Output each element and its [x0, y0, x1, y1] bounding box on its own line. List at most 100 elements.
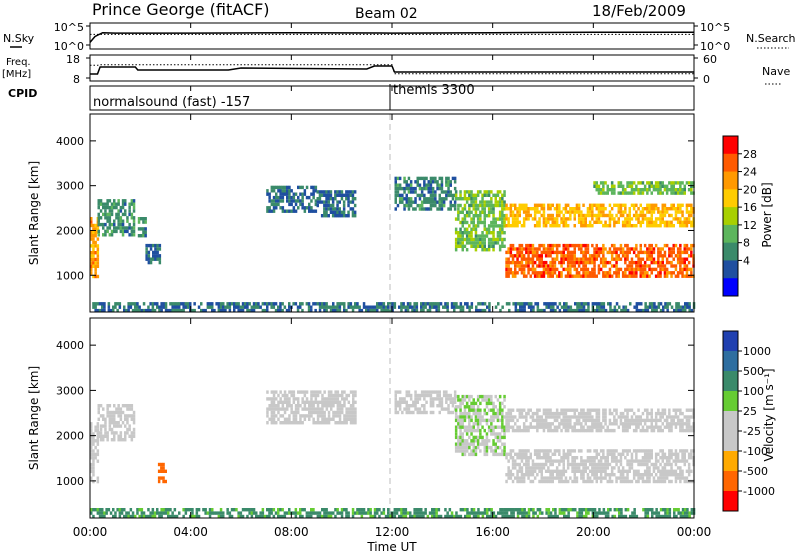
range-cell [457, 238, 460, 241]
range-cell [339, 306, 342, 309]
range-cell [530, 480, 533, 483]
range-cell [668, 453, 671, 456]
range-cell [512, 221, 515, 224]
range-cell [282, 401, 285, 404]
range-cell [457, 443, 460, 446]
heatmap-region [90, 508, 695, 518]
range-cell [620, 207, 623, 210]
range-cell [323, 421, 326, 424]
range-cell [574, 409, 577, 412]
range-cell [106, 414, 109, 417]
range-cell [679, 268, 682, 271]
range-cell [666, 463, 669, 466]
range-cell [312, 394, 315, 397]
range-cell [453, 302, 456, 305]
range-cell [488, 214, 491, 217]
range-cell [653, 429, 656, 432]
range-cell [596, 463, 599, 466]
range-cell [646, 426, 649, 429]
range-cell [304, 414, 307, 417]
range-cell [646, 191, 649, 194]
range-cell [607, 261, 610, 264]
range-cell [560, 473, 563, 476]
range-cell [310, 511, 313, 514]
range-cell [299, 418, 302, 421]
range-cell [115, 421, 118, 424]
range-cell [525, 426, 528, 429]
range-cell [102, 206, 105, 209]
range-cell [196, 508, 199, 511]
range-cell [475, 200, 478, 203]
range-cell [499, 214, 502, 217]
range-cell [655, 261, 658, 264]
range-cell [441, 180, 444, 183]
range-cell [428, 201, 431, 204]
range-cell [677, 466, 680, 469]
range-cell [417, 177, 420, 180]
range-cell [484, 245, 487, 248]
range-cell [336, 211, 339, 214]
range-cell [499, 238, 502, 241]
range-cell [410, 394, 413, 397]
range-cell [328, 194, 331, 197]
range-cell [510, 244, 512, 247]
range-cell [94, 265, 97, 268]
range-cell [582, 480, 585, 483]
range-cell [273, 421, 276, 424]
range-cell [97, 460, 100, 463]
range-cell [655, 207, 658, 210]
range-cell [556, 409, 559, 412]
range-cell [233, 306, 236, 309]
range-cell [622, 306, 625, 309]
range-cell [538, 258, 541, 261]
range-cell [397, 411, 400, 414]
range-cell [286, 196, 289, 199]
range-cell [600, 181, 603, 184]
range-cell [536, 456, 539, 459]
range-cell [497, 224, 500, 227]
range-cell [395, 390, 398, 393]
range-cell [501, 402, 504, 405]
range-cell [556, 224, 559, 227]
range-cell [668, 412, 671, 415]
range-cell [97, 254, 100, 257]
range-cell [462, 453, 465, 456]
range-cell [128, 428, 131, 431]
range-cell [686, 207, 689, 210]
range-cell [292, 511, 295, 514]
range-cell [633, 261, 636, 264]
range-cell [615, 268, 618, 271]
range-cell [277, 407, 280, 410]
range-cell [126, 428, 129, 431]
range-cell [633, 412, 636, 415]
range-cell [414, 197, 417, 200]
power-data-layer [90, 177, 695, 313]
range-cell [459, 238, 462, 241]
range-cell [516, 261, 519, 264]
range-cell [541, 244, 544, 247]
range-cell [662, 181, 665, 184]
range-cell [325, 200, 328, 203]
range-cell [576, 204, 579, 207]
range-cell [527, 258, 530, 261]
range-cell [185, 306, 188, 309]
range-cell [142, 220, 145, 223]
range-cell [635, 210, 638, 213]
range-cell [454, 401, 457, 404]
range-cell [268, 404, 271, 407]
range-cell [532, 511, 535, 514]
range-cell [604, 264, 607, 267]
range-cell [668, 181, 671, 184]
range-cell [308, 418, 311, 421]
range-cell [310, 411, 313, 414]
noise-right-tick-bottom: 10^0 [700, 40, 730, 53]
range-cell [423, 180, 426, 183]
range-cell [299, 193, 302, 196]
range-cell [403, 207, 406, 210]
range-cell [596, 449, 599, 452]
range-cell [549, 463, 552, 466]
range-cell [323, 200, 326, 203]
range-cell [607, 214, 610, 217]
range-cell [552, 224, 555, 227]
range-cell [664, 473, 667, 476]
